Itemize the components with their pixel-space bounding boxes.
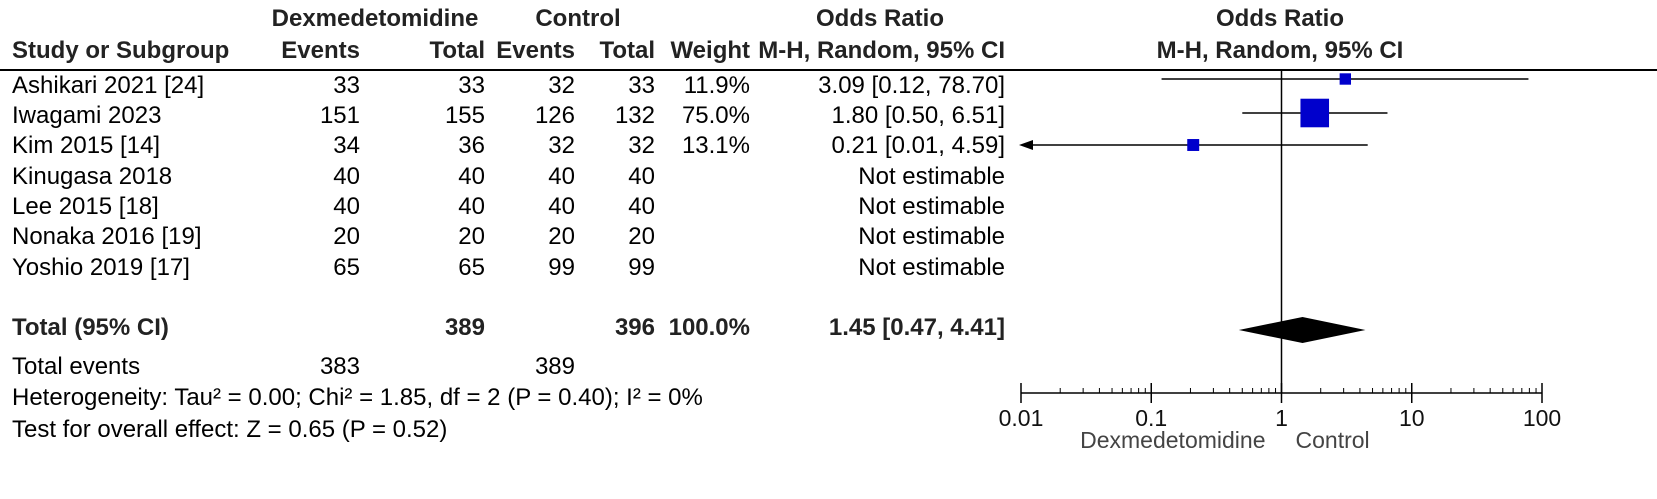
total2-cell: 20	[628, 223, 655, 250]
total1-cell: 155	[444, 102, 485, 129]
col-study-header: Study or Subgroup	[12, 37, 230, 64]
ci-cell: 3.09 [0.12, 78.70]	[818, 72, 1005, 99]
overall-effect-text: Test for overall effect: Z = 0.65 (P = 0…	[12, 416, 448, 443]
point-estimate-square	[1187, 139, 1200, 151]
events1-cell: 40	[333, 193, 360, 220]
plot-odds-ratio-header: Odds Ratio	[1215, 5, 1344, 32]
events1-cell: 65	[333, 254, 360, 281]
study-name: Nonaka 2016 [19]	[12, 223, 202, 250]
total1-sum: 389	[444, 314, 485, 341]
total2-sum: 396	[614, 314, 655, 341]
point-estimate-square	[1300, 98, 1330, 128]
events2-cell: 32	[548, 72, 575, 99]
x-tick-label: 1	[1275, 405, 1288, 431]
total-weight: 100.0%	[668, 314, 750, 341]
total-events-label: Total events	[12, 353, 141, 380]
group2-header: Control	[535, 5, 621, 32]
x-tick-label: 100	[1523, 405, 1561, 431]
odds-ratio-header: Odds Ratio	[815, 5, 944, 32]
group1-header: Dexmedetomidine	[271, 5, 479, 32]
col-events2-header: Events	[496, 37, 575, 64]
x-tick-label: 10	[1399, 405, 1425, 431]
total2-cell: 40	[628, 193, 655, 220]
total-events1: 383	[319, 353, 360, 380]
total1-cell: 40	[458, 163, 485, 190]
events1-cell: 33	[333, 72, 360, 99]
favours-left-label: Dexmedetomidine	[1080, 427, 1265, 453]
ci-cell: Not estimable	[858, 163, 1005, 190]
summary-diamond	[1238, 317, 1366, 343]
weight-cell: 11.9%	[683, 72, 750, 99]
total-events2: 389	[534, 353, 575, 380]
study-name: Lee 2015 [18]	[12, 193, 159, 220]
events1-cell: 40	[333, 163, 360, 190]
study-name: Kinugasa 2018	[12, 163, 173, 190]
study-name: Ashikari 2021 [24]	[12, 72, 205, 99]
study-name: Kim 2015 [14]	[12, 132, 161, 159]
ci-cell: Not estimable	[858, 254, 1005, 281]
ci-cell: 0.21 [0.01, 4.59]	[831, 132, 1005, 159]
weight-cell: 75.0%	[681, 102, 750, 129]
total2-cell: 40	[628, 163, 655, 190]
total2-cell: 33	[628, 72, 655, 99]
total1-cell: 40	[458, 193, 485, 220]
events2-cell: 32	[548, 132, 575, 159]
header-rule	[0, 69, 1657, 71]
ci-cell: 1.80 [0.50, 6.51]	[831, 102, 1005, 129]
total1-cell: 36	[458, 132, 485, 159]
study-name: Yoshio 2019 [17]	[12, 254, 190, 281]
events2-cell: 99	[548, 254, 575, 281]
plot-method-header: M-H, Random, 95% CI	[1156, 37, 1404, 64]
total2-cell: 132	[614, 102, 655, 129]
total2-cell: 99	[628, 254, 655, 281]
weight-cell: 13.1%	[681, 132, 750, 159]
favours-right-label: Control	[1296, 427, 1370, 453]
col-total1-header: Total	[429, 37, 485, 64]
events2-cell: 40	[548, 163, 575, 190]
study-name: Iwagami 2023	[12, 102, 162, 129]
events2-cell: 20	[548, 223, 575, 250]
total-label: Total (95% CI)	[12, 314, 169, 341]
total2-cell: 32	[628, 132, 655, 159]
events1-cell: 34	[333, 132, 360, 159]
events2-cell: 40	[548, 193, 575, 220]
events1-cell: 20	[333, 223, 360, 250]
ci-cell: Not estimable	[858, 223, 1005, 250]
col-weight-header: Weight	[670, 37, 750, 64]
total-ci: 1.45 [0.47, 4.41]	[828, 314, 1005, 341]
total1-cell: 65	[458, 254, 485, 281]
col-method-header: M-H, Random, 95% CI	[758, 37, 1005, 64]
col-total2-header: Total	[599, 37, 655, 64]
x-tick-label: 0.1	[1135, 405, 1167, 431]
events2-cell: 126	[534, 102, 575, 129]
x-tick-label: 0.01	[999, 405, 1044, 431]
total1-cell: 33	[458, 72, 485, 99]
col-events1-header: Events	[281, 37, 360, 64]
ci-cell: Not estimable	[858, 193, 1005, 220]
total1-cell: 20	[458, 223, 485, 250]
point-estimate-square	[1339, 73, 1352, 85]
events1-cell: 151	[319, 102, 360, 129]
heterogeneity-text: Heterogeneity: Tau² = 0.00; Chi² = 1.85,…	[12, 384, 703, 411]
